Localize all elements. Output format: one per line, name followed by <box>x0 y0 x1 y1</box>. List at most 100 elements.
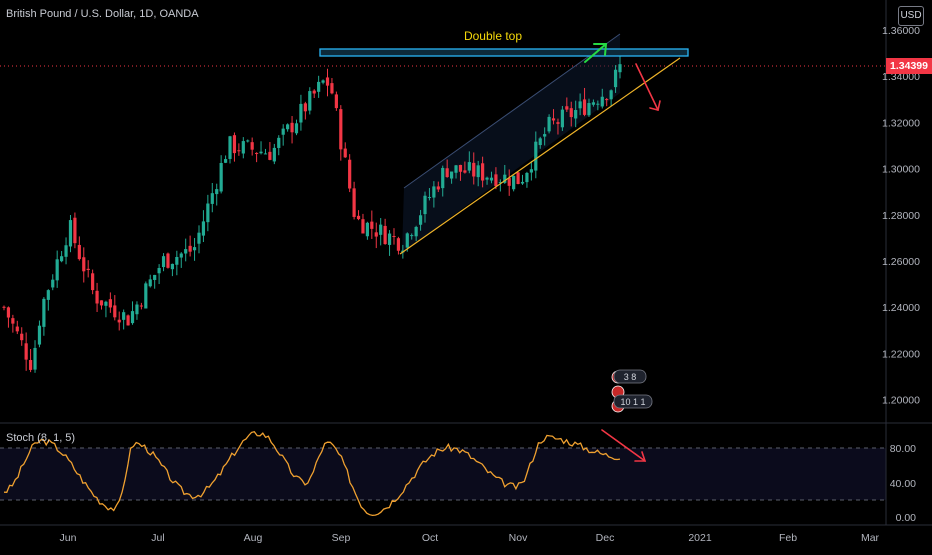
candle <box>418 209 423 231</box>
candle <box>343 142 347 158</box>
candle <box>104 300 108 318</box>
candle <box>197 225 201 254</box>
candle <box>556 118 560 135</box>
candle <box>476 160 480 187</box>
price-axis[interactable]: 1.36000 1.34000 1.32000 1.30000 1.28000 1.260… <box>882 25 920 407</box>
candle <box>312 89 316 99</box>
candle <box>113 295 117 321</box>
candle <box>91 269 95 295</box>
candle <box>609 89 613 107</box>
time-axis[interactable]: Jun Jul Aug Sep Oct Nov Dec 2021 Feb Mar <box>60 532 880 544</box>
candle <box>467 151 471 174</box>
candle <box>268 142 272 161</box>
bearish-arrow <box>635 63 661 111</box>
candle <box>547 114 551 134</box>
candle <box>436 181 440 193</box>
candle <box>184 238 188 262</box>
candle <box>6 306 11 328</box>
candle <box>82 247 86 283</box>
candle <box>210 182 214 213</box>
candle <box>241 137 245 159</box>
candle <box>454 164 458 179</box>
candle <box>330 78 334 95</box>
channel-upper-line <box>403 33 621 189</box>
event-badge-2-text: 10 1 1 <box>620 397 645 407</box>
candle <box>445 159 449 178</box>
candle <box>144 281 148 309</box>
event-badge-2[interactable] <box>613 394 653 409</box>
candle <box>215 183 219 206</box>
candle <box>472 152 476 185</box>
candle <box>308 87 312 115</box>
candle <box>24 332 28 371</box>
candle <box>99 300 104 310</box>
candle <box>42 297 46 336</box>
stoch-bearish-arrow <box>601 429 647 462</box>
candle <box>458 164 463 181</box>
candle <box>272 143 276 165</box>
candle <box>441 165 445 197</box>
stoch-band <box>0 448 886 500</box>
candle <box>410 233 414 240</box>
candle <box>587 98 591 118</box>
candle <box>356 210 361 221</box>
candle <box>365 221 369 240</box>
candle <box>582 87 587 117</box>
candle <box>232 132 237 162</box>
candle <box>290 116 294 144</box>
candle <box>348 154 352 193</box>
candle <box>512 175 516 192</box>
candle <box>263 148 268 155</box>
candle <box>179 252 183 268</box>
candle <box>130 301 135 325</box>
price-tick-label: 1.30000 <box>882 164 920 176</box>
candle <box>423 191 427 223</box>
candle <box>86 260 90 278</box>
candle <box>139 302 143 310</box>
time-axis-label: Aug <box>244 532 263 544</box>
candle <box>605 97 609 107</box>
candle <box>370 210 374 239</box>
candle <box>68 215 73 253</box>
price-tick-label: 1.22000 <box>882 348 920 360</box>
candle <box>122 309 126 330</box>
candle <box>201 210 206 243</box>
candle <box>449 171 454 184</box>
candle <box>463 161 467 174</box>
currency-button[interactable]: USD <box>898 6 924 26</box>
symbol-title[interactable]: British Pound / U.S. Dollar, 1D, OANDA <box>6 8 199 20</box>
candle <box>206 194 210 232</box>
candle <box>228 135 232 164</box>
candle <box>55 250 59 288</box>
candle <box>427 188 432 201</box>
candle <box>286 123 290 132</box>
candle <box>157 264 161 285</box>
event-badges[interactable]: 3 8 10 1 1 <box>611 369 653 413</box>
candle <box>485 176 489 185</box>
event-badge-1[interactable] <box>613 369 647 384</box>
time-axis-label: Nov <box>509 532 528 544</box>
candle <box>2 305 6 311</box>
candle <box>494 167 498 190</box>
candle <box>51 274 55 291</box>
candle <box>303 101 307 120</box>
candle <box>259 141 263 155</box>
candle <box>20 327 24 346</box>
stoch-title[interactable]: Stoch (8, 1, 5) <box>6 432 76 444</box>
candle <box>618 53 622 79</box>
candle <box>60 251 64 263</box>
candle <box>250 137 254 156</box>
event-badge-1-text: 3 8 <box>624 372 637 382</box>
oscillator-axis[interactable]: 80.00 40.00 0.00 <box>890 443 916 524</box>
candle <box>334 91 338 111</box>
candle <box>600 88 604 109</box>
candle <box>28 348 33 373</box>
candle <box>498 179 502 192</box>
price-tick-label: 1.36000 <box>882 25 920 37</box>
candle <box>361 213 365 234</box>
candle <box>565 97 569 112</box>
candle <box>374 222 378 249</box>
candle <box>170 263 175 277</box>
